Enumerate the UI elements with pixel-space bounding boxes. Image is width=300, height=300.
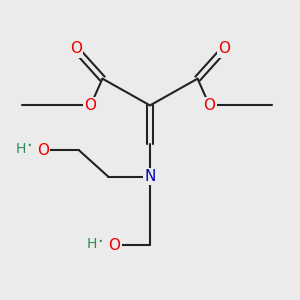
Text: O: O	[203, 98, 215, 113]
Text: O: O	[37, 142, 49, 158]
Text: ·: ·	[97, 232, 103, 250]
Text: H: H	[87, 237, 97, 250]
Text: O: O	[70, 41, 82, 56]
Text: O: O	[85, 98, 97, 113]
Text: N: N	[144, 169, 156, 184]
Text: ·: ·	[26, 137, 32, 155]
Text: H: H	[16, 142, 26, 155]
Text: O: O	[108, 238, 120, 253]
Text: O: O	[218, 41, 230, 56]
